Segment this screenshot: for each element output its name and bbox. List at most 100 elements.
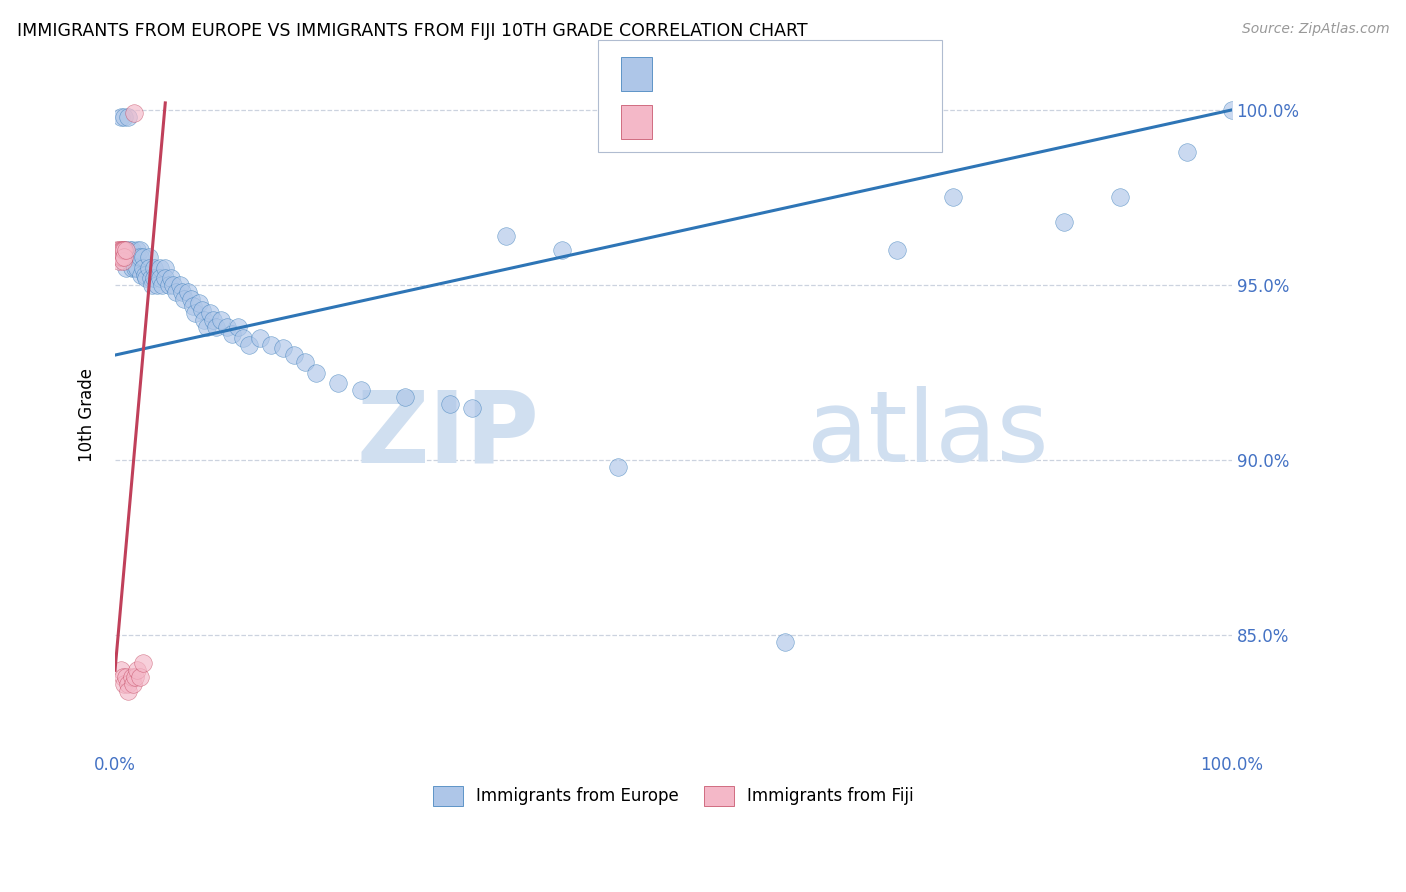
Point	[143, 271, 166, 285]
Text: atlas: atlas	[807, 386, 1049, 483]
Point	[260, 337, 283, 351]
Point	[149, 271, 172, 285]
Point	[132, 250, 155, 264]
Text: R = 0.355   N = 80: R = 0.355 N = 80	[664, 64, 863, 83]
Point	[110, 663, 132, 677]
Point	[226, 320, 249, 334]
Point	[305, 366, 328, 380]
Point	[135, 271, 157, 285]
Point	[128, 243, 150, 257]
Point	[193, 313, 215, 327]
Point	[112, 677, 135, 691]
Point	[187, 295, 209, 310]
Point	[121, 250, 143, 264]
Point	[461, 401, 484, 415]
Point	[215, 320, 238, 334]
Point	[111, 243, 134, 257]
Point	[121, 670, 143, 684]
Point	[195, 320, 218, 334]
Point	[886, 243, 908, 257]
Point	[115, 260, 138, 275]
Point	[117, 684, 139, 698]
Point	[117, 110, 139, 124]
Point	[439, 397, 461, 411]
Text: IMMIGRANTS FROM EUROPE VS IMMIGRANTS FROM FIJI 10TH GRADE CORRELATION CHART: IMMIGRANTS FROM EUROPE VS IMMIGRANTS FRO…	[17, 22, 807, 40]
Point	[124, 670, 146, 684]
Point	[111, 253, 134, 268]
Point	[121, 243, 143, 257]
Point	[249, 330, 271, 344]
Point	[149, 260, 172, 275]
Point	[122, 250, 145, 264]
Point	[198, 306, 221, 320]
Point	[180, 292, 202, 306]
Point	[162, 278, 184, 293]
Point	[111, 243, 134, 257]
Point	[138, 250, 160, 264]
Point	[118, 250, 141, 264]
Point	[160, 271, 183, 285]
Point	[127, 663, 149, 677]
Point	[184, 306, 207, 320]
Point	[118, 243, 141, 257]
Point	[328, 376, 350, 390]
Point	[155, 260, 177, 275]
Point	[181, 299, 204, 313]
Point	[1053, 215, 1076, 229]
Point	[283, 348, 305, 362]
Point	[141, 278, 163, 293]
Point	[111, 250, 134, 264]
Point	[105, 243, 128, 257]
Point	[202, 313, 225, 327]
Point	[150, 278, 173, 293]
Point	[209, 313, 232, 327]
Point	[132, 657, 155, 671]
Point	[115, 670, 138, 684]
Point	[110, 243, 132, 257]
Point	[495, 229, 517, 244]
Point	[111, 670, 134, 684]
Point	[221, 327, 243, 342]
Point	[115, 243, 138, 257]
Point	[271, 341, 294, 355]
Point	[108, 253, 131, 268]
Point	[112, 250, 135, 264]
Point	[294, 355, 316, 369]
Text: Source: ZipAtlas.com: Source: ZipAtlas.com	[1241, 22, 1389, 37]
Point	[191, 302, 214, 317]
Point	[108, 243, 131, 257]
Point	[232, 330, 254, 344]
Text: R = 0.343   N = 26: R = 0.343 N = 26	[664, 112, 863, 131]
Point	[115, 243, 138, 257]
Point	[128, 670, 150, 684]
Point	[1175, 145, 1198, 159]
Point	[122, 257, 145, 271]
Point	[124, 260, 146, 275]
Point	[121, 260, 143, 275]
Point	[551, 243, 574, 257]
Text: ZIP: ZIP	[357, 386, 540, 483]
Point	[129, 268, 152, 282]
Point	[127, 250, 149, 264]
Point	[139, 271, 162, 285]
Point	[155, 271, 177, 285]
Point	[170, 285, 193, 299]
Point	[942, 190, 965, 204]
Point	[132, 260, 155, 275]
Legend: Immigrants from Europe, Immigrants from Fiji: Immigrants from Europe, Immigrants from …	[426, 780, 921, 813]
Point	[128, 250, 150, 264]
Point	[127, 260, 149, 275]
Point	[112, 110, 135, 124]
Point	[165, 285, 187, 299]
Y-axis label: 10th Grade: 10th Grade	[79, 368, 96, 462]
Point	[173, 292, 195, 306]
Point	[110, 250, 132, 264]
Point	[606, 460, 628, 475]
Point	[169, 278, 191, 293]
Point	[773, 635, 796, 649]
Point	[157, 278, 180, 293]
Point	[238, 337, 260, 351]
Point	[112, 243, 135, 257]
Point	[350, 383, 373, 397]
Point	[146, 278, 169, 293]
